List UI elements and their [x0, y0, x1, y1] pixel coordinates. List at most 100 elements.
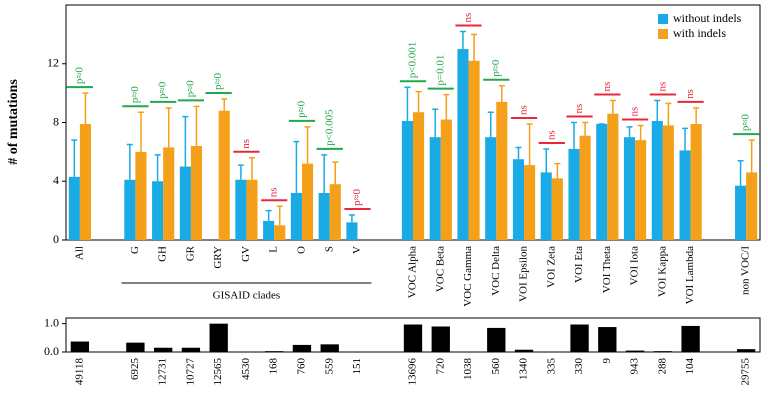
error-bar — [248, 157, 255, 180]
x-tick-label: All — [73, 246, 85, 260]
significance-label: p≈0 — [490, 59, 502, 77]
bar — [274, 225, 286, 240]
significance-label: ns — [545, 130, 557, 140]
x-tick-label: 9 — [601, 358, 613, 364]
x-tick-label: VOI Kappa — [656, 246, 668, 297]
bar — [570, 324, 589, 352]
significance-label: ns — [684, 89, 696, 99]
x-tick-label: O — [295, 246, 307, 254]
error-bar — [82, 92, 89, 124]
error-bar — [71, 139, 78, 177]
bar — [623, 137, 636, 240]
error-bar — [554, 162, 561, 179]
error-bar — [415, 90, 422, 113]
significance-label: p≈0 — [351, 188, 363, 206]
significance-label: ns — [573, 104, 585, 114]
bar — [540, 172, 552, 240]
bar — [413, 112, 425, 240]
significance-label: ns — [268, 187, 280, 197]
bar — [190, 146, 203, 240]
error-bar — [126, 143, 133, 180]
bar — [346, 222, 358, 240]
error-bar — [237, 164, 244, 180]
bar — [401, 121, 413, 240]
bar — [653, 351, 673, 352]
error-bar — [182, 115, 189, 167]
significance-label: p=0.01 — [434, 55, 446, 86]
x-tick-label: V — [351, 246, 363, 254]
x-tick-label: 49118 — [73, 358, 85, 386]
x-tick-label: VOC Delta — [490, 246, 502, 296]
significance-label: p≈0 — [295, 100, 307, 118]
x-tick-label: 168 — [268, 358, 280, 375]
y-axis-label: # of mutations — [6, 79, 21, 165]
bar — [181, 347, 201, 352]
bar — [70, 341, 90, 352]
bar — [152, 181, 164, 240]
error-bar — [432, 108, 439, 138]
significance-label: ns — [601, 82, 613, 92]
error-bar — [459, 30, 466, 50]
bar — [135, 151, 147, 240]
bar — [457, 49, 469, 240]
error-bar — [609, 99, 616, 114]
x-tick-label: L — [268, 246, 280, 253]
error-bar — [654, 99, 661, 122]
bar — [290, 193, 302, 240]
bar — [218, 110, 230, 240]
bar — [690, 123, 702, 240]
error-bar — [682, 127, 689, 151]
error-bar — [348, 214, 355, 223]
bar — [403, 324, 423, 352]
error-bar — [748, 139, 755, 173]
significance-label: p≈0 — [73, 67, 85, 85]
significance-label: p≈0 — [740, 114, 752, 132]
x-tick-label: GV — [240, 246, 252, 262]
bar — [440, 119, 452, 240]
group-label: GISAID clades — [213, 290, 281, 302]
error-bar — [471, 33, 478, 61]
bar — [153, 347, 173, 352]
significance-label: ns — [240, 139, 252, 149]
bar — [551, 178, 563, 240]
x-tick-label: 151 — [351, 358, 363, 375]
error-bar — [332, 161, 339, 185]
bar — [736, 349, 756, 352]
error-bar — [498, 85, 505, 102]
legend-swatch — [658, 29, 668, 39]
x-tick-label: GR — [184, 245, 196, 261]
error-bar — [137, 111, 144, 152]
bar — [746, 172, 758, 240]
x-tick-label: VOC Beta — [434, 246, 446, 292]
x-tick-label: VOI Epsilon — [518, 246, 530, 302]
x-tick-label: 943 — [629, 358, 641, 375]
error-bar — [165, 107, 172, 148]
x-tick-label: VOI Zeta — [545, 246, 557, 288]
error-bar — [154, 154, 161, 182]
y-tick-label: 4 — [53, 173, 59, 187]
x-tick-label: VOI Eta — [573, 246, 585, 283]
bar — [68, 176, 80, 240]
error-bar — [515, 146, 522, 160]
bar — [124, 179, 136, 240]
error-bar — [737, 159, 744, 186]
significance-label: p<0.001 — [407, 42, 419, 78]
error-bar — [193, 105, 200, 146]
error-bar — [571, 121, 578, 149]
x-tick-label: VOC Alpha — [407, 246, 419, 298]
error-bar — [582, 121, 589, 136]
error-bar — [626, 126, 633, 138]
legend-label: without indels — [673, 11, 742, 25]
x-tick-label: S — [323, 246, 335, 252]
y-tick-label: 0.0 — [44, 344, 59, 358]
x-tick-label: VOI Lambda — [684, 246, 696, 304]
x-tick-label: VOI Iota — [629, 246, 641, 286]
x-tick-label: 559 — [323, 358, 335, 375]
significance-label: ns — [518, 105, 530, 115]
x-tick-label: GH — [157, 246, 169, 262]
error-bar — [265, 209, 272, 221]
bar — [429, 137, 441, 240]
bar — [651, 121, 663, 240]
x-tick-label: 6925 — [129, 358, 141, 381]
legend-swatch — [658, 14, 668, 24]
